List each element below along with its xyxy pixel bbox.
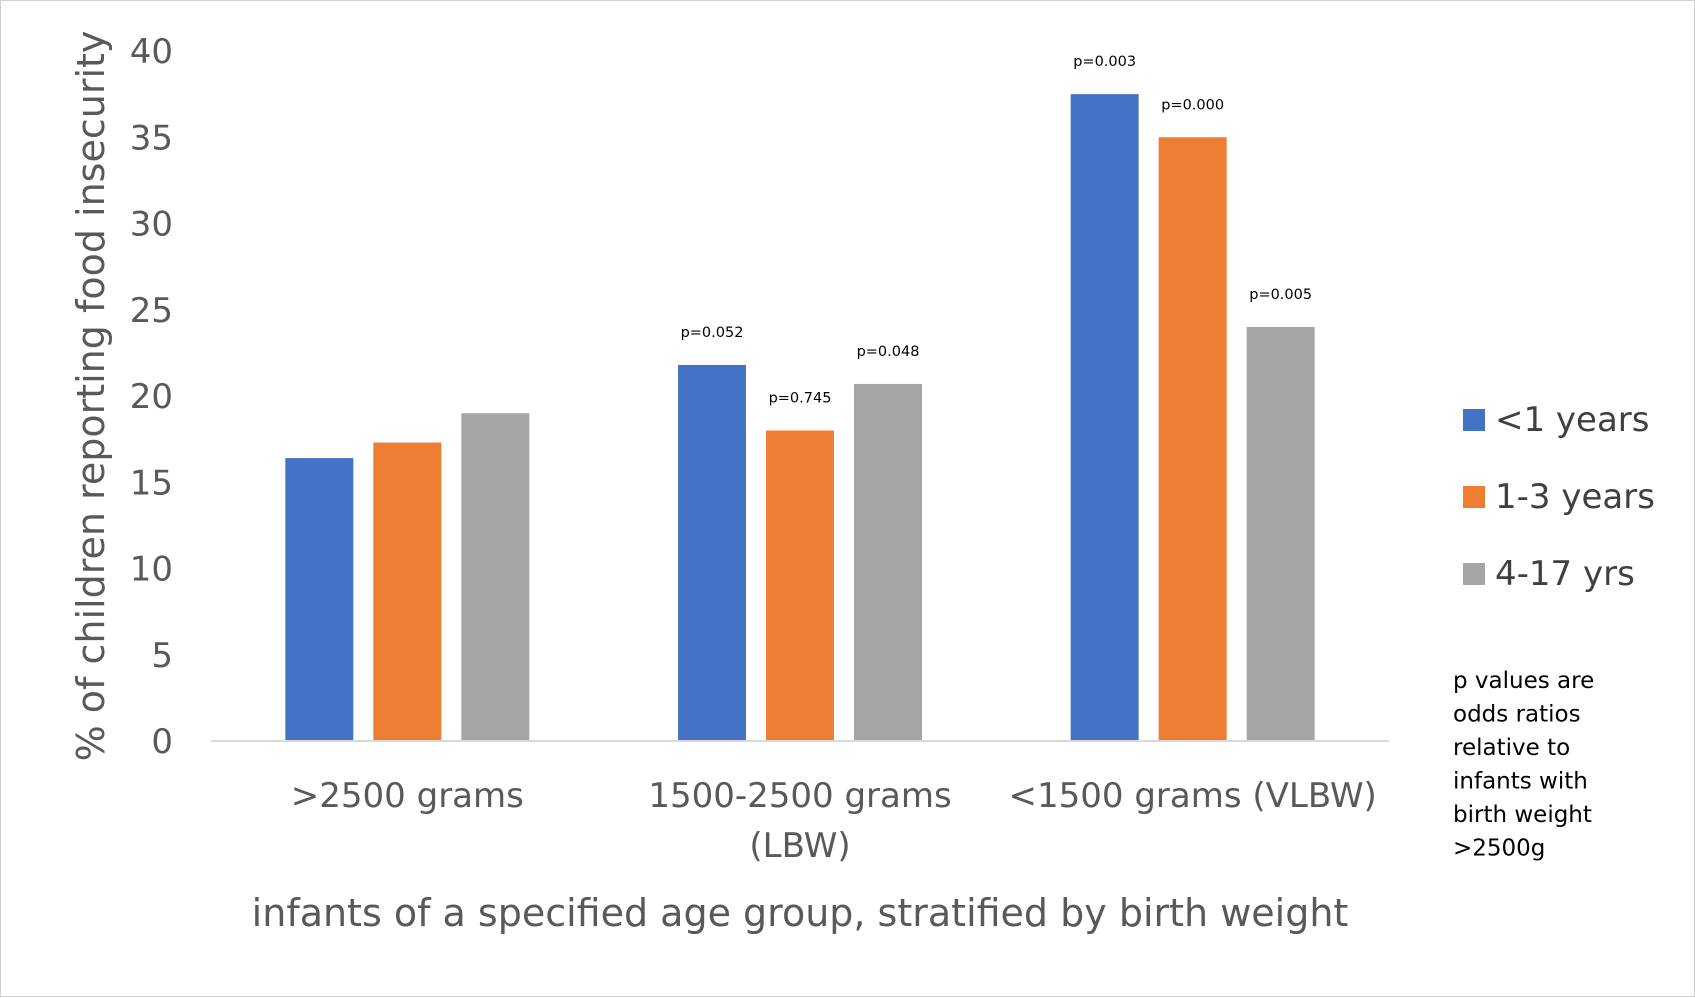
legend-swatch: [1463, 563, 1485, 585]
y-tick-label: 30: [130, 205, 173, 245]
annotation-line: p values are: [1453, 668, 1594, 694]
legend-label: 1-3 years: [1495, 477, 1655, 517]
y-tick-label: 35: [130, 118, 173, 158]
x-axis-categories: >2500 grams 1500-2500 grams (LBW) <1500 gra…: [291, 776, 1377, 866]
annotation-note: p values are odds ratios relative to infant…: [1453, 668, 1594, 862]
y-tick-label: 10: [130, 550, 173, 590]
annotation-line: >2500g: [1453, 836, 1545, 862]
legend-swatch: [1463, 486, 1485, 508]
x-category-label: >2500 grams: [291, 776, 524, 816]
data-label: p=0.048: [857, 344, 920, 360]
bar: [1158, 137, 1227, 741]
x-axis-title: infants of a specified age group, strati…: [252, 891, 1349, 935]
data-label: p=0.000: [1161, 97, 1224, 113]
annotation-line: birth weight: [1453, 802, 1592, 828]
x-category-label: <1500 grams (VLBW): [1009, 776, 1377, 816]
legend: <1 years 1-3 years 4-17 yrs: [1463, 400, 1655, 594]
bar: [1070, 94, 1139, 741]
y-tick-label: 15: [130, 463, 173, 503]
y-tick-label: 20: [130, 377, 173, 417]
annotation-line: infants with: [1453, 769, 1588, 795]
y-axis-title: % of children reporting food insecurity: [69, 31, 113, 762]
bar: [285, 458, 354, 741]
bars: [285, 94, 1315, 741]
bar: [1246, 327, 1315, 741]
x-category-label: (LBW): [749, 826, 850, 866]
legend-label: 4-17 yrs: [1495, 554, 1635, 594]
data-label: p=0.005: [1249, 287, 1312, 303]
bar: [678, 364, 746, 741]
legend-label: <1 years: [1495, 400, 1650, 440]
data-label: p=0.052: [681, 325, 744, 341]
bar: [461, 413, 530, 741]
y-tick-label: 40: [130, 32, 173, 72]
x-category-label: 1500-2500 grams: [648, 776, 951, 816]
bar: [766, 430, 834, 741]
y-axis-ticks: 0 5 10 15 20 25 30 35 40: [130, 32, 173, 762]
y-tick-label: 5: [151, 636, 173, 676]
data-label: p=0.003: [1073, 54, 1136, 70]
annotation-line: relative to: [1453, 735, 1570, 761]
legend-swatch: [1463, 409, 1485, 431]
bar: [854, 383, 922, 741]
annotation-line: odds ratios: [1453, 702, 1581, 728]
y-tick-label: 25: [130, 291, 173, 331]
bar: [373, 442, 442, 741]
y-tick-label: 0: [151, 722, 173, 762]
data-labels: p=0.052 p=0.745 p=0.048 p=0.003 p=0.000 p=0.0…: [681, 54, 1313, 406]
data-label: p=0.745: [769, 391, 832, 407]
